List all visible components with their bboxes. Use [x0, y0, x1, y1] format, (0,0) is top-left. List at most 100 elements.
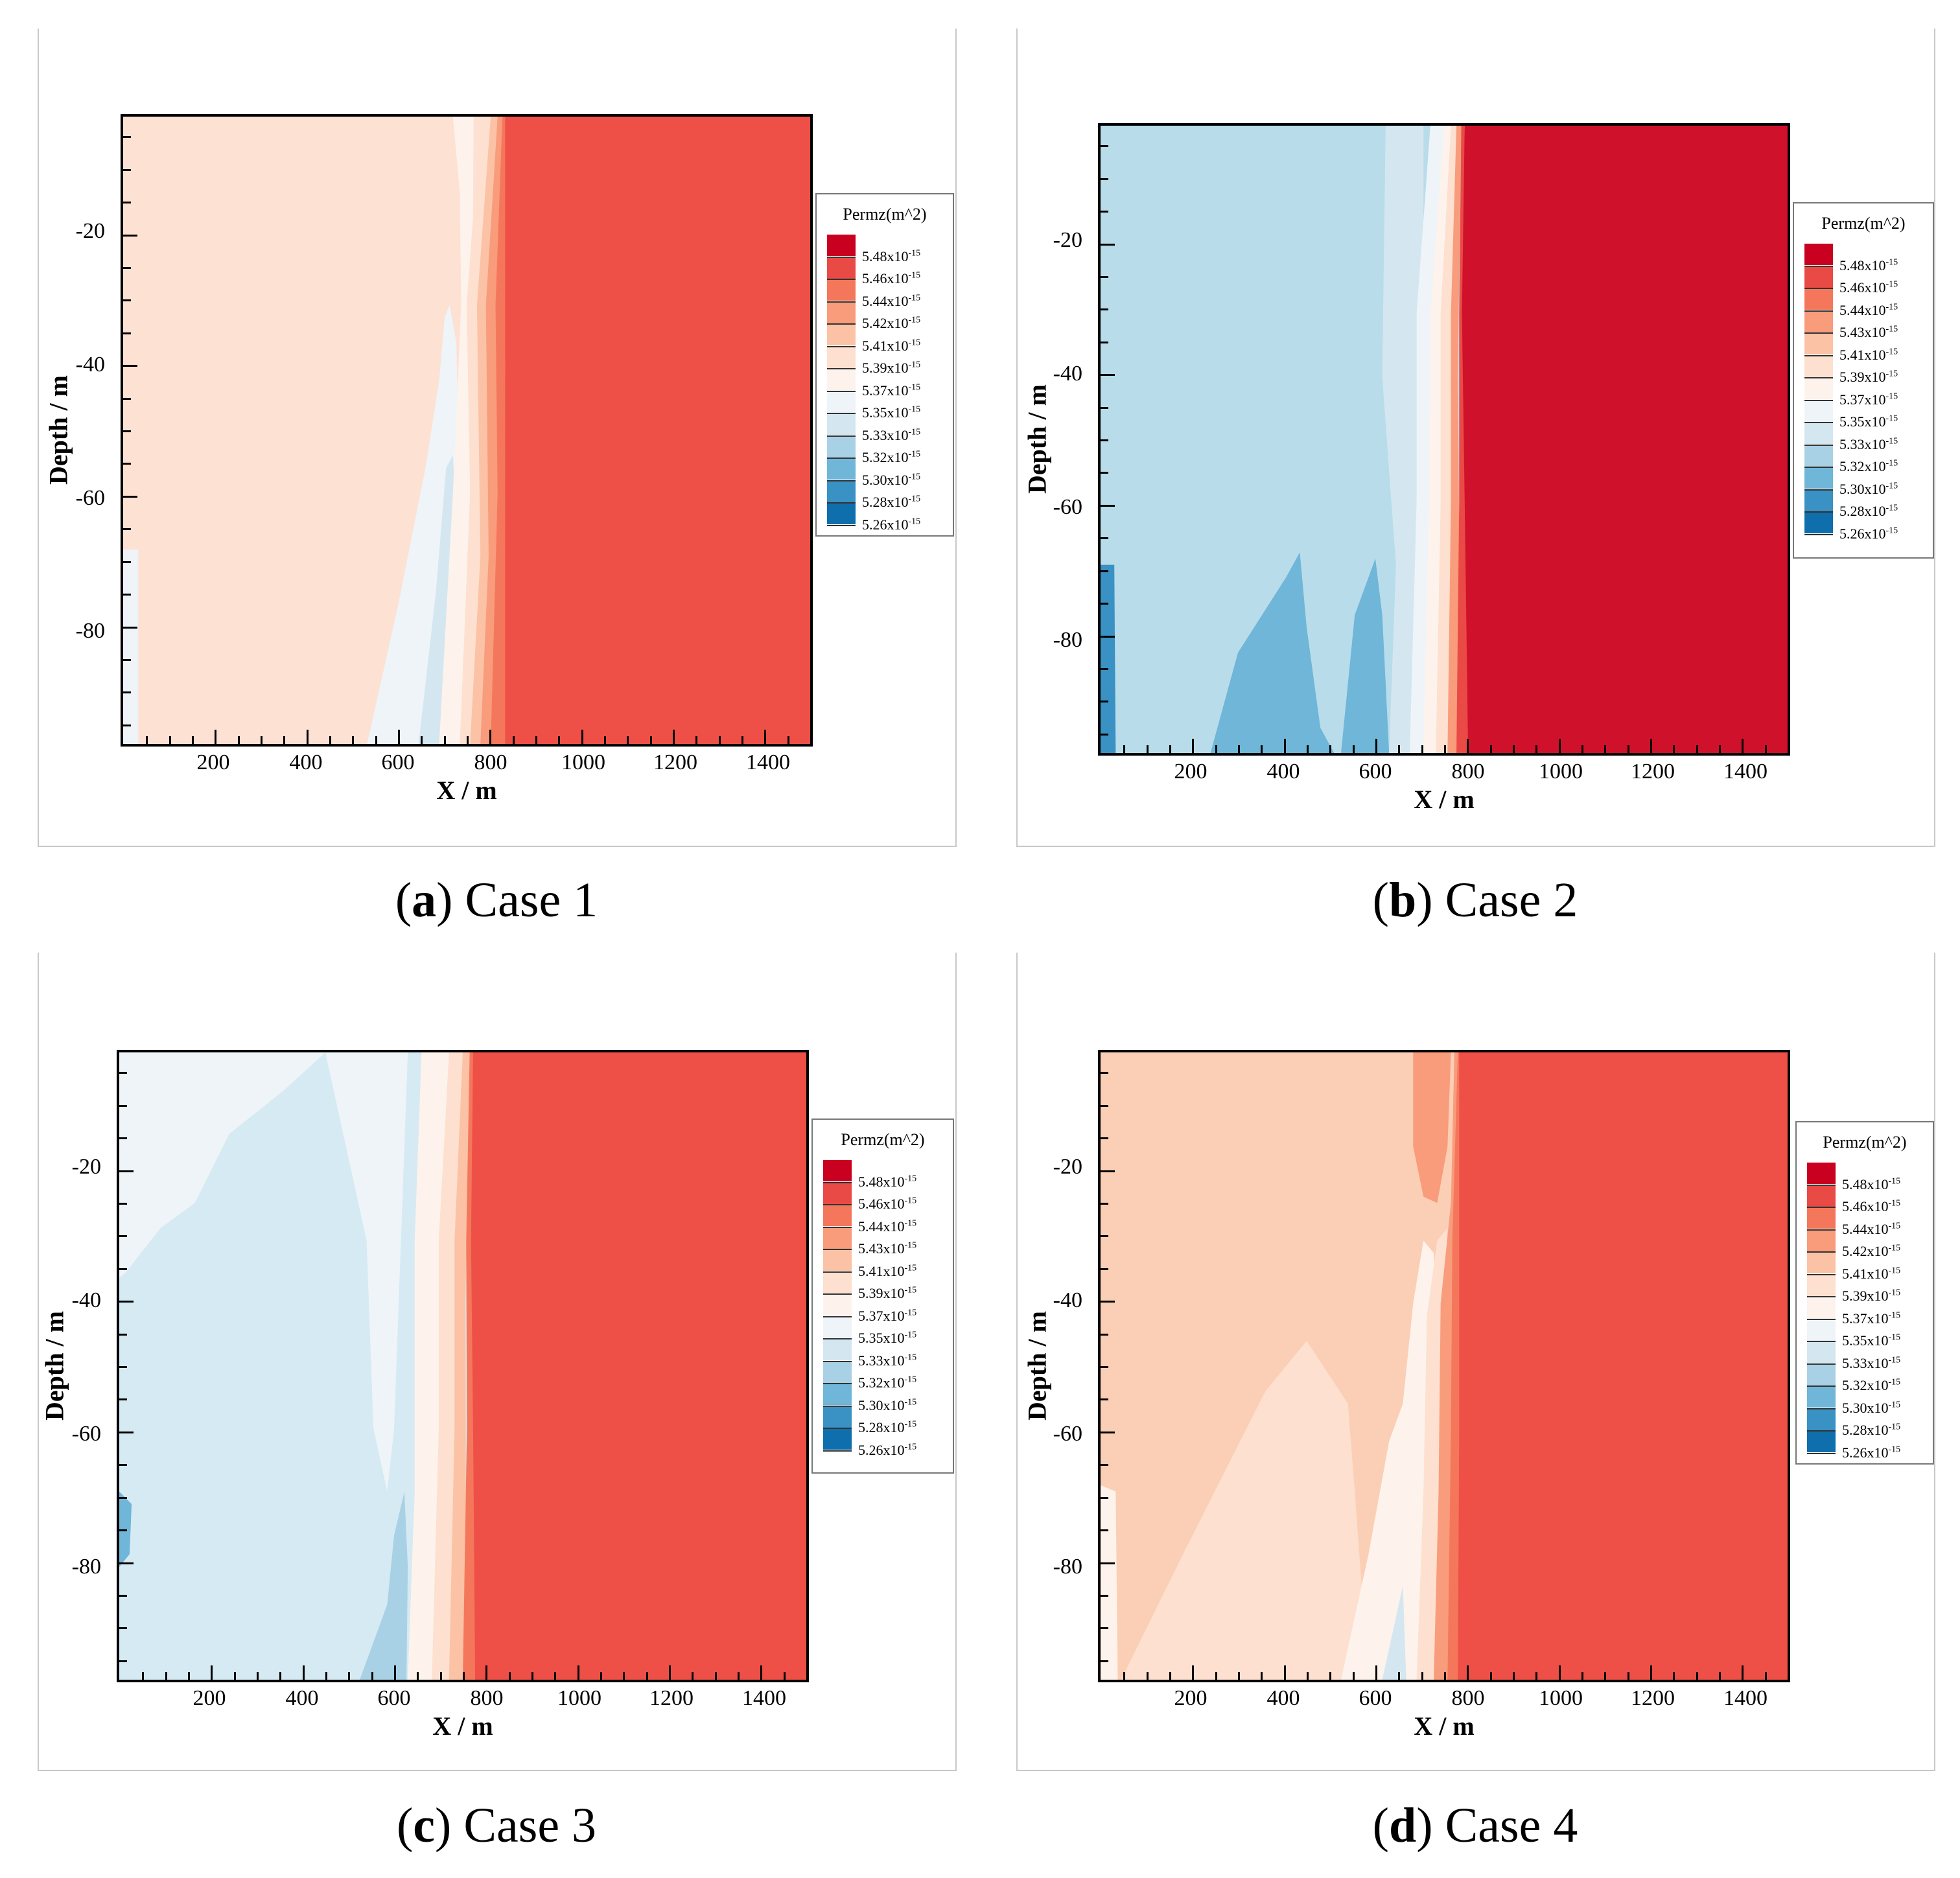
x-tick-mark [1192, 1665, 1195, 1680]
y-tick-mark [1101, 1529, 1108, 1532]
y-tick-mark [123, 234, 137, 237]
y-tick-mark [123, 495, 137, 498]
legend-level-label: 5.35x10-15 [1839, 413, 1898, 430]
y-tick-mark [1101, 570, 1108, 572]
legend-swatch [1804, 266, 1833, 288]
x-tick-mark [1742, 739, 1744, 753]
y-tick-mark [123, 299, 131, 302]
y-tick-mark [119, 1627, 127, 1630]
legend-swatch [827, 346, 856, 368]
x-tick-mark [558, 736, 561, 744]
legend-swatch [1807, 1363, 1836, 1385]
y-tick-mark [123, 397, 131, 400]
legend-separator [823, 1293, 852, 1295]
field-a-high-zone [505, 117, 810, 744]
legend-level-label: 5.46x10-15 [858, 1196, 917, 1212]
y-tick-mark [1101, 178, 1108, 180]
legend-level-label: 5.44x10-15 [1842, 1220, 1901, 1237]
legend-level-label: 5.44x10-15 [862, 292, 921, 309]
legend-level-label: 5.48x10-15 [1842, 1176, 1901, 1192]
legend-separator [1804, 332, 1833, 334]
contour-field-b [1101, 126, 1788, 753]
legend-swatch [823, 1406, 852, 1428]
y-tick-mark [1101, 635, 1115, 638]
legend-swatch [1804, 423, 1833, 444]
x-tick-mark [1764, 745, 1767, 753]
legend-level-label: 5.44x10-15 [1839, 301, 1898, 318]
legend-swatch [1804, 288, 1833, 310]
x-tick-mark [1261, 745, 1263, 753]
field-c-band1 [408, 1052, 449, 1680]
legend-separator [823, 1338, 852, 1339]
field-a-band5 [491, 117, 508, 744]
y-tick-mark [1101, 406, 1108, 409]
x-tick-mark [1696, 1672, 1698, 1680]
b-xtick-label: 400 [1266, 759, 1300, 783]
legend-level-label: 5.41x10-15 [862, 337, 921, 354]
legend-separator [827, 279, 856, 280]
caption-b: (b) Case 2 [1372, 873, 1578, 927]
legend-separator [1804, 511, 1833, 513]
x-tick-mark [146, 736, 148, 744]
y-tick-mark [1101, 1660, 1108, 1662]
legend-separator [827, 368, 856, 369]
b-yaxis-title: Depth / m [1022, 384, 1052, 494]
x-tick-mark [192, 736, 194, 744]
x-tick-mark [1238, 1672, 1240, 1680]
y-tick-mark [1101, 308, 1108, 311]
y-tick-mark [1101, 1627, 1108, 1630]
y-tick-mark [1101, 1104, 1108, 1107]
legend-separator [827, 524, 856, 526]
panel-b-frame [1016, 29, 1935, 847]
x-tick-mark [1719, 1672, 1721, 1680]
x-tick-mark [1604, 745, 1607, 753]
panel-a-frame [38, 29, 957, 847]
legend-level-label: 5.33x10-15 [858, 1352, 917, 1369]
x-tick-mark [1581, 1672, 1583, 1680]
b-ytick-label: -80 [1053, 628, 1082, 652]
y-tick-mark [123, 332, 131, 334]
legend-separator [1804, 467, 1833, 468]
legend-separator [1804, 377, 1833, 378]
field-d-high-zone [1458, 1052, 1788, 1680]
x-tick-mark [1146, 1672, 1149, 1680]
x-tick-mark [142, 1672, 145, 1680]
a-xtick-label: 1200 [653, 750, 697, 774]
legend-a: Permz(m^2) 5.48x10-15 5.46x10-15 5.44x10-15… [815, 193, 954, 537]
y-tick-mark [119, 1496, 127, 1499]
legend-swatch [827, 324, 856, 345]
legend-title: Permz(m^2) [1821, 214, 1906, 233]
x-tick-mark [1283, 1665, 1286, 1680]
y-tick-mark [1101, 1137, 1108, 1140]
b-xtick-label: 600 [1359, 759, 1392, 783]
legend-title: Permz(m^2) [841, 1130, 925, 1149]
legend-swatch [1807, 1431, 1836, 1452]
x-tick-mark [348, 1672, 351, 1680]
b-ytick-label: -20 [1053, 228, 1082, 252]
c-xtick-label: 400 [285, 1686, 319, 1710]
c-xtick-label: 800 [470, 1686, 504, 1710]
c-ytick-label: -80 [71, 1555, 101, 1579]
legend-swatch [823, 1361, 852, 1383]
legend-swatch [1804, 333, 1833, 354]
x-tick-mark [463, 1672, 465, 1680]
legend-level-label: 5.44x10-15 [858, 1218, 917, 1235]
y-tick-mark [1101, 275, 1108, 278]
x-tick-mark [1307, 745, 1309, 753]
x-tick-mark [554, 1672, 557, 1680]
legend-separator [1804, 489, 1833, 491]
legend-separator [1807, 1408, 1836, 1409]
y-tick-mark [123, 202, 131, 204]
y-tick-mark [123, 691, 131, 694]
field-d-blue-spot [1382, 1585, 1406, 1680]
a-xtick-label: 400 [289, 750, 323, 774]
field-d-lower-pale [1121, 1341, 1369, 1680]
x-tick-mark [261, 736, 262, 744]
legend-swatch [823, 1160, 852, 1181]
y-tick-mark [123, 561, 131, 563]
d-xtick-label: 800 [1451, 1686, 1485, 1710]
legend-separator [827, 323, 856, 325]
x-tick-mark [1421, 1672, 1423, 1680]
contour-field-a [123, 117, 810, 744]
y-tick-mark [119, 1431, 134, 1433]
